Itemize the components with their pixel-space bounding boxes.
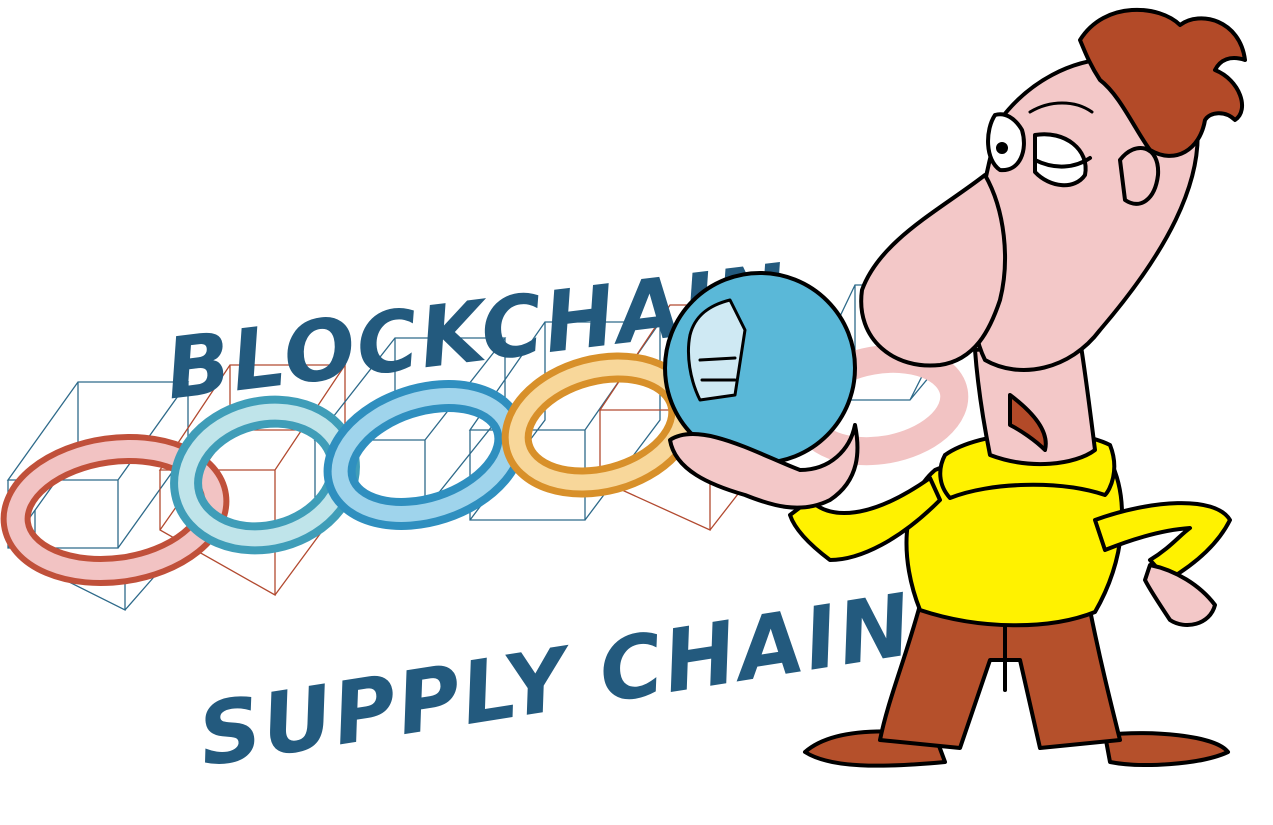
chain-ring-red	[0, 433, 230, 587]
right-hand	[1143, 563, 1217, 627]
left-arm	[788, 476, 942, 562]
mouth	[1008, 393, 1048, 452]
neck	[973, 338, 1097, 466]
cartoon-man	[663, 7, 1247, 768]
ear	[1118, 146, 1161, 206]
right-shoe	[1103, 731, 1230, 767]
eye	[1033, 132, 1088, 188]
nose	[859, 173, 1007, 368]
holding-hand	[668, 423, 860, 510]
crystal-ball-highlight	[686, 298, 747, 402]
trousers	[878, 603, 1122, 750]
hair	[1078, 7, 1247, 158]
